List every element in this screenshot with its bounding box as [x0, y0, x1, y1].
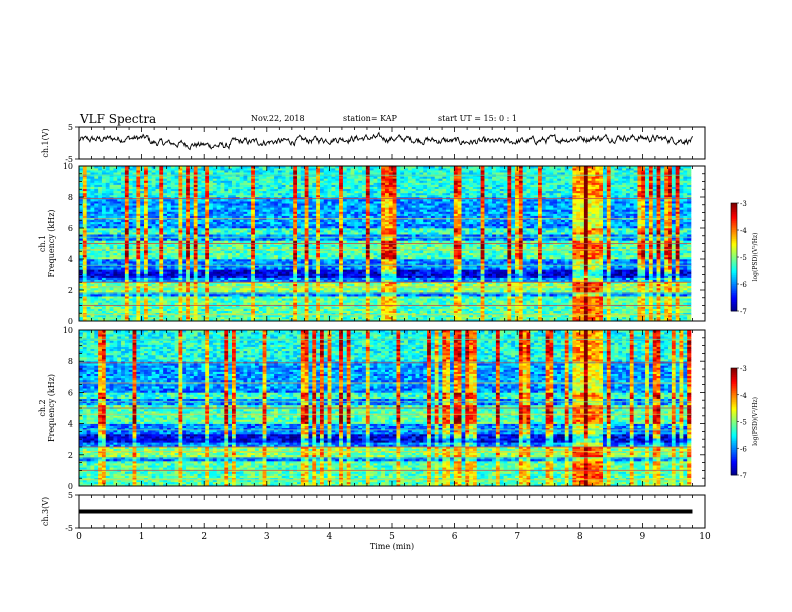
y-tick-label: -5	[65, 524, 73, 533]
ch3-waveform-panel: 0 1 2 3 4 5 6 7 8 9 10 5 -5 ch.3(V) Time (min)	[41, 491, 711, 551]
colorbar-tick-label: -5	[740, 419, 747, 427]
x-tick-label: 2	[201, 532, 207, 542]
colorbar-tick-label: -6	[740, 281, 747, 289]
colorbar-tick-label: -4	[740, 227, 747, 235]
colorbar-tick-label: -7	[740, 472, 747, 480]
y-tick-label: 10	[63, 162, 73, 171]
y-axis-label: ch.1Frequency (kHz)	[38, 209, 56, 277]
x-tick-label: 6	[452, 532, 458, 542]
colorbar-tick-label: -3	[740, 365, 747, 373]
x-tick-label: 9	[640, 532, 646, 542]
x-tick-label: 4	[327, 532, 333, 542]
y-tick-label: 2	[68, 286, 73, 295]
x-tick-label: 8	[577, 532, 583, 542]
x-tick-label: 1	[139, 532, 145, 542]
x-tick-label: 7	[514, 532, 520, 542]
y-tick-label: 8	[68, 193, 73, 202]
y-tick-label: 2	[68, 451, 73, 460]
x-tick-label: 0	[76, 532, 82, 542]
y-tick-label: 5	[68, 123, 73, 132]
colorbar-label: log(PSD)(V²/Hz)	[752, 233, 759, 282]
y-axis-label: ch.1(V)	[41, 128, 50, 157]
y-tick-label: 4	[68, 255, 73, 264]
y-tick-label: 4	[68, 420, 73, 429]
y-tick-label: 8	[68, 357, 73, 366]
colorbar-tick-label: -4	[740, 392, 747, 400]
ch2-colorbar: -3 -4 -5 -6 -7 log(PSD)(V²/Hz)	[731, 365, 759, 480]
colorbar-tick-label: -3	[740, 200, 747, 208]
ch1-colorbar: -3 -4 -5 -6 -7 log(PSD)(V²/Hz)	[731, 200, 759, 316]
y-axis-label: ch.2Frequency (kHz)	[38, 374, 56, 442]
ch2-spectrogram-panel: 0 2 4 6 8 10 ch.2Frequency (kHz)	[38, 326, 705, 491]
colorbar-tick-label: -7	[740, 308, 747, 316]
colorbar-label: log(PSD)(V²/Hz)	[752, 397, 759, 446]
ch1-spectrogram-panel: 0 2 4 6 8 10 ch.1Frequency (kHz)	[38, 162, 705, 326]
y-tick-label: 6	[68, 388, 73, 397]
y-tick-label: 0	[68, 482, 73, 491]
x-tick-label: 3	[264, 532, 270, 542]
colorbar-tick-label: -6	[740, 445, 747, 453]
y-tick-label: 5	[68, 491, 73, 500]
x-axis-label: Time (min)	[370, 542, 414, 551]
x-tick-label: 5	[389, 532, 395, 542]
ch1-trace	[79, 133, 693, 150]
colorbar-tick-label: -5	[740, 254, 747, 262]
y-tick-label: 6	[68, 224, 73, 233]
y-tick-label: 10	[63, 326, 73, 335]
x-tick-label: 10	[699, 532, 711, 542]
y-tick-label: 0	[68, 317, 73, 326]
ch1-waveform-panel: 5-5ch.1(V)	[41, 123, 705, 164]
y-axis-label: ch.3(V)	[41, 497, 50, 526]
